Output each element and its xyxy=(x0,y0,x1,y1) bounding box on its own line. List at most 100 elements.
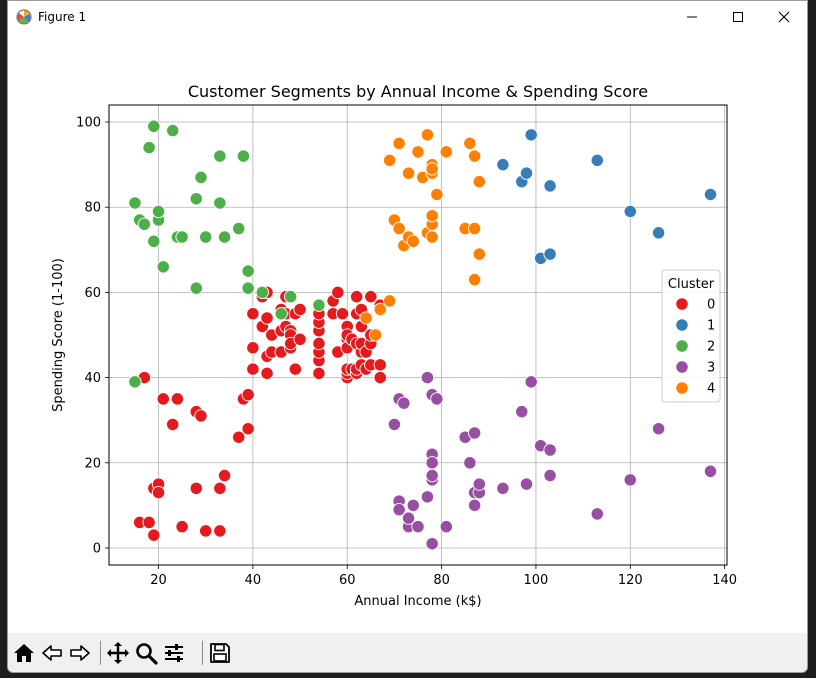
scatter-point-cluster-2 xyxy=(199,230,213,244)
scatter-point-cluster-0 xyxy=(213,524,227,538)
data-points xyxy=(128,119,718,551)
scatter-point-cluster-3 xyxy=(430,392,444,406)
legend-label-cluster-4: 4 xyxy=(707,382,715,397)
scatter-point-cluster-4 xyxy=(430,187,444,202)
scatter-point-cluster-2 xyxy=(283,290,298,304)
scatter-point-cluster-3 xyxy=(392,502,406,517)
scatter-point-cluster-4 xyxy=(467,221,482,236)
x-axis-label: Annual Income (k$) xyxy=(354,594,481,609)
x-tick-label: 80 xyxy=(433,573,450,588)
legend-marker-cluster-3 xyxy=(675,360,689,374)
scatter-point-cluster-3 xyxy=(543,468,557,483)
scatter-point-cluster-0 xyxy=(189,481,203,495)
scatter-point-cluster-4 xyxy=(373,302,387,317)
scatter-point-cluster-3 xyxy=(401,511,416,525)
scatter-point-cluster-0 xyxy=(364,290,378,304)
maximize-icon xyxy=(733,12,743,22)
scatter-point-cluster-2 xyxy=(128,196,142,210)
y-tick-label: 80 xyxy=(84,201,101,216)
y-tick-label: 60 xyxy=(84,286,101,301)
x-tick-label: 60 xyxy=(339,573,356,588)
scatter-point-cluster-2 xyxy=(189,192,203,206)
scatter-point-cluster-2 xyxy=(128,375,142,389)
window-title: Figure 1 xyxy=(38,10,87,24)
legend-label-cluster-1: 1 xyxy=(707,319,715,334)
figure-canvas[interactable]: 20 40 60 80 100 120 140 0 20 40 60 80 100 Customer S… xyxy=(8,33,807,633)
home-button[interactable] xyxy=(10,639,38,667)
y-tick-label: 100 xyxy=(76,116,101,131)
y-tick-label: 0 xyxy=(93,541,101,556)
scatter-point-cluster-3 xyxy=(397,396,411,410)
scatter-point-cluster-1 xyxy=(524,128,538,142)
pan-button[interactable] xyxy=(104,639,132,667)
scatter-point-cluster-4 xyxy=(425,162,439,176)
scatter-point-cluster-0 xyxy=(312,366,326,380)
scatter-point-cluster-3 xyxy=(515,405,529,419)
scatter-point-cluster-3 xyxy=(463,456,477,470)
close-button[interactable] xyxy=(761,1,807,33)
legend-label-cluster-0: 0 xyxy=(707,298,715,313)
x-tick-label: 40 xyxy=(245,573,262,588)
scatter-point-cluster-0 xyxy=(335,307,350,321)
minimize-button[interactable] xyxy=(669,1,715,33)
scatter-point-cluster-4 xyxy=(439,145,453,159)
save-button[interactable] xyxy=(206,639,234,667)
scatter-point-cluster-2 xyxy=(147,119,161,133)
legend-marker-cluster-0 xyxy=(675,297,689,311)
scatter-point-cluster-0 xyxy=(166,417,180,432)
scatter-point-cluster-2 xyxy=(213,149,227,163)
scatter-point-cluster-4 xyxy=(392,221,406,236)
background-editor-strip xyxy=(0,0,8,678)
scatter-point-cluster-2 xyxy=(142,140,156,155)
scatter-point-cluster-0 xyxy=(241,387,255,402)
scatter-point-cluster-3 xyxy=(406,498,420,513)
scatter-point-cluster-0 xyxy=(156,392,170,406)
scatter-point-cluster-4 xyxy=(467,149,482,163)
back-button[interactable] xyxy=(38,639,66,667)
forward-button[interactable] xyxy=(66,639,94,667)
matplotlib-app-icon xyxy=(16,9,32,25)
scatter-point-cluster-3 xyxy=(439,520,453,534)
grid-lines xyxy=(109,105,727,565)
scatter-point-cluster-4 xyxy=(383,153,397,168)
scatter-point-cluster-0 xyxy=(232,430,246,444)
scatter-point-cluster-2 xyxy=(189,281,203,295)
configure-subplots-button[interactable] xyxy=(160,639,188,667)
zoom-button[interactable] xyxy=(132,639,160,667)
chart-title: Customer Segments by Annual Income & Spe… xyxy=(188,82,648,101)
scatter-point-cluster-0 xyxy=(350,290,364,304)
scatter-point-cluster-4 xyxy=(406,234,420,248)
scatter-point-cluster-0 xyxy=(288,362,302,376)
scatter-point-cluster-3 xyxy=(425,468,439,483)
scatter-point-cluster-3 xyxy=(411,520,425,534)
scatter-point-cluster-2 xyxy=(147,234,161,248)
scatter-point-cluster-3 xyxy=(467,426,482,440)
scatter-point-cluster-0 xyxy=(246,307,260,321)
y-tick-label: 20 xyxy=(84,456,101,471)
scatter-point-cluster-3 xyxy=(524,375,538,389)
scatter-point-cluster-0 xyxy=(213,481,227,495)
home-icon xyxy=(14,644,34,662)
save-floppy-icon xyxy=(210,643,230,663)
scatter-point-cluster-3 xyxy=(420,370,435,385)
pan-move-icon xyxy=(107,642,129,664)
scatter-point-cluster-3 xyxy=(387,417,402,432)
scatter-point-cluster-1 xyxy=(703,187,718,202)
scatter-point-cluster-0 xyxy=(260,366,274,380)
y-axis-label: Spending Score (1-100) xyxy=(51,258,66,412)
scatter-point-cluster-2 xyxy=(241,264,255,278)
toolbar-separator xyxy=(202,641,203,665)
legend-marker-cluster-2 xyxy=(675,339,689,353)
maximize-button[interactable] xyxy=(715,1,761,33)
scatter-point-cluster-2 xyxy=(255,285,269,300)
minimize-icon xyxy=(687,16,697,18)
scatter-point-cluster-4 xyxy=(463,136,477,150)
scatter-point-cluster-3 xyxy=(467,498,482,513)
scatter-point-cluster-4 xyxy=(425,230,439,244)
scatter-point-cluster-0 xyxy=(246,341,260,355)
scatter-point-cluster-2 xyxy=(156,260,170,274)
scatter-point-cluster-3 xyxy=(425,537,439,551)
scatter-point-cluster-3 xyxy=(420,490,435,504)
